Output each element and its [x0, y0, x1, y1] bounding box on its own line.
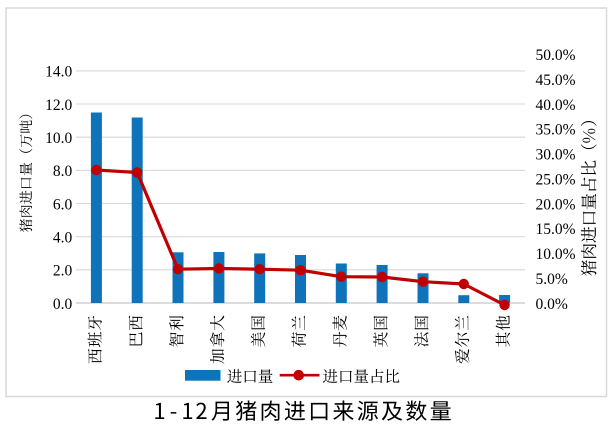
svg-text:10.0%: 10.0%: [536, 246, 576, 263]
svg-text:0.0: 0.0: [53, 296, 73, 313]
svg-text:6.0: 6.0: [53, 196, 73, 213]
svg-text:35.0%: 35.0%: [536, 122, 576, 139]
svg-text:30.0%: 30.0%: [536, 147, 576, 164]
svg-text:40.0%: 40.0%: [536, 97, 576, 114]
svg-text:4.0: 4.0: [53, 230, 73, 247]
svg-text:2.0: 2.0: [53, 263, 73, 280]
svg-text:10.0: 10.0: [45, 130, 72, 147]
svg-text:14.0: 14.0: [45, 64, 72, 81]
svg-text:5.0%: 5.0%: [536, 271, 568, 288]
svg-text:12.0: 12.0: [45, 97, 72, 114]
svg-text:50.0%: 50.0%: [536, 47, 576, 64]
svg-text:20.0%: 20.0%: [536, 196, 576, 213]
svg-text:0.0%: 0.0%: [536, 296, 568, 313]
svg-text:25.0%: 25.0%: [536, 171, 576, 188]
svg-text:15.0%: 15.0%: [536, 221, 576, 238]
svg-text:8.0: 8.0: [53, 163, 73, 180]
svg-text:45.0%: 45.0%: [536, 72, 576, 89]
